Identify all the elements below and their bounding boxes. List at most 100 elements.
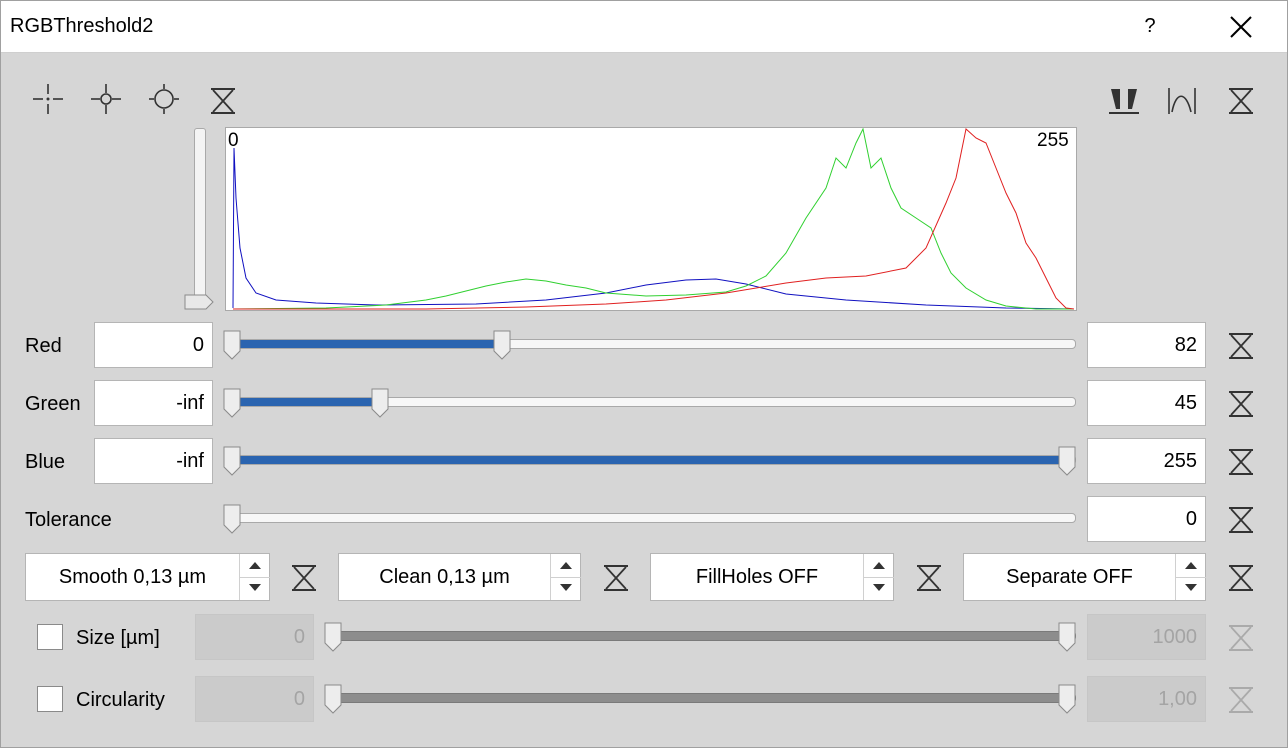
green-low-handle[interactable] — [223, 388, 241, 418]
green-slider-track[interactable] — [227, 397, 1076, 407]
blue-high-handle[interactable] — [1058, 446, 1076, 476]
red-max-field[interactable]: 82 — [1087, 322, 1206, 368]
size-min-field[interactable]: 0 — [195, 614, 314, 660]
tolerance-value-field[interactable]: 0 — [1087, 496, 1206, 542]
blue-label: Blue — [25, 451, 66, 473]
reset-icon — [1229, 507, 1253, 533]
separate-spinbox[interactable]: Separate OFF — [963, 553, 1206, 601]
circularity-high-handle[interactable] — [1058, 684, 1076, 714]
red-slider-track[interactable] — [227, 339, 1076, 349]
blue-low-handle[interactable] — [223, 446, 241, 476]
title-bar: RGBThreshold2 ? — [1, 1, 1287, 53]
circularity-min-field[interactable]: 0 — [195, 676, 314, 722]
clean-spin-down[interactable] — [551, 577, 581, 600]
smooth-spinbox-text: Smooth 0,13 µm — [58, 566, 207, 588]
reset-icon — [917, 565, 941, 591]
crosshair-large-button[interactable] — [148, 83, 180, 115]
histogram-plot[interactable] — [225, 127, 1077, 311]
blue-reset-button[interactable] — [1225, 446, 1257, 478]
clean-spin-arrows — [550, 554, 581, 600]
fillholes-spin-arrows — [863, 554, 894, 600]
histogram-red-curve — [233, 128, 1075, 310]
tolerance-handle[interactable] — [223, 504, 241, 534]
circularity-max-field[interactable]: 1,00 — [1087, 676, 1206, 722]
histogram-scale-slider-handle[interactable] — [184, 293, 214, 311]
blue-min-field[interactable]: -inf — [94, 438, 213, 484]
red-slider-fill — [228, 340, 500, 348]
histogram-curves — [232, 127, 1075, 310]
tolerance-reset-button[interactable] — [1225, 504, 1257, 536]
green-high-handle[interactable] — [371, 388, 389, 418]
circularity-label: Circularity — [76, 689, 165, 711]
size-high-handle[interactable] — [1058, 622, 1076, 652]
threshold-range-button[interactable] — [1108, 85, 1140, 117]
reset-histogram-button[interactable] — [1225, 85, 1257, 117]
size-slider-track[interactable] — [327, 631, 1076, 641]
green-min-field[interactable]: -inf — [94, 380, 213, 426]
histogram-green-curve — [232, 127, 1074, 310]
peak-button[interactable] — [1166, 85, 1198, 117]
green-reset-button[interactable] — [1225, 388, 1257, 420]
reset-icon — [1229, 687, 1253, 713]
red-low-handle[interactable] — [223, 330, 241, 360]
tolerance-slider-track[interactable] — [227, 513, 1076, 523]
red-reset-button[interactable] — [1225, 330, 1257, 362]
crosshair-small-icon — [33, 84, 63, 114]
size-reset-button[interactable] — [1225, 622, 1257, 654]
smooth-spin-up[interactable] — [240, 554, 270, 578]
reset-icon — [1229, 391, 1253, 417]
separate-spin-up[interactable] — [1176, 554, 1206, 578]
histogram-max-label: 255 — [1037, 130, 1069, 151]
clean-spinbox-text: Clean 0,13 µm — [379, 566, 510, 588]
size-label: Size [µm] — [76, 627, 160, 649]
histogram-blue-curve — [232, 147, 1075, 310]
smooth-reset-button[interactable] — [288, 562, 320, 594]
separate-spin-down[interactable] — [1176, 577, 1206, 600]
fillholes-spinbox[interactable]: FillHoles OFF — [650, 553, 894, 601]
smooth-spin-arrows — [239, 554, 270, 600]
fillholes-spin-up[interactable] — [864, 554, 894, 578]
window-title: RGBThreshold2 — [10, 15, 154, 37]
red-high-handle[interactable] — [493, 330, 511, 360]
help-button[interactable]: ? — [1144, 15, 1156, 37]
blue-max-field[interactable]: 255 — [1087, 438, 1206, 484]
reset-icon — [1229, 88, 1253, 114]
reset-icon — [1229, 565, 1253, 591]
size-checkbox[interactable] — [37, 624, 63, 650]
histogram-scale-slider-track[interactable] — [194, 128, 206, 308]
reset-icon — [1229, 449, 1253, 475]
green-max-field[interactable]: 45 — [1087, 380, 1206, 426]
crosshair-medium-button[interactable] — [90, 83, 122, 115]
fillholes-spin-down[interactable] — [864, 577, 894, 600]
separate-spin-arrows — [1175, 554, 1206, 600]
circularity-reset-button[interactable] — [1225, 684, 1257, 716]
circularity-checkbox[interactable] — [37, 686, 63, 712]
clean-spinbox[interactable]: Clean 0,13 µm — [338, 553, 581, 601]
smooth-spinbox[interactable]: Smooth 0,13 µm — [25, 553, 270, 601]
circularity-low-handle[interactable] — [324, 684, 342, 714]
red-label: Red — [25, 335, 62, 357]
blue-slider-track[interactable] — [227, 455, 1076, 465]
smooth-spin-down[interactable] — [240, 577, 270, 600]
fillholes-reset-button[interactable] — [913, 562, 945, 594]
red-min-field[interactable]: 0 — [94, 322, 213, 368]
crosshair-small-button[interactable] — [32, 83, 64, 115]
reset-toolbar-button[interactable] — [207, 85, 239, 117]
blue-slider-fill — [228, 456, 1075, 464]
circularity-slider-track[interactable] — [327, 693, 1076, 703]
crosshair-large-icon — [149, 84, 179, 114]
separate-spinbox-text: Separate OFF — [1006, 566, 1133, 588]
reset-icon — [604, 565, 628, 591]
size-low-handle[interactable] — [324, 622, 342, 652]
reset-icon — [211, 88, 235, 114]
separate-reset-button[interactable] — [1225, 562, 1257, 594]
reset-icon — [1229, 333, 1253, 359]
fillholes-spinbox-text: FillHoles OFF — [695, 566, 819, 588]
reset-icon — [1229, 625, 1253, 651]
clean-spin-up[interactable] — [551, 554, 581, 578]
peak-icon — [1168, 88, 1196, 114]
size-max-field[interactable]: 1000 — [1087, 614, 1206, 660]
clean-reset-button[interactable] — [600, 562, 632, 594]
close-button[interactable] — [1221, 9, 1261, 45]
